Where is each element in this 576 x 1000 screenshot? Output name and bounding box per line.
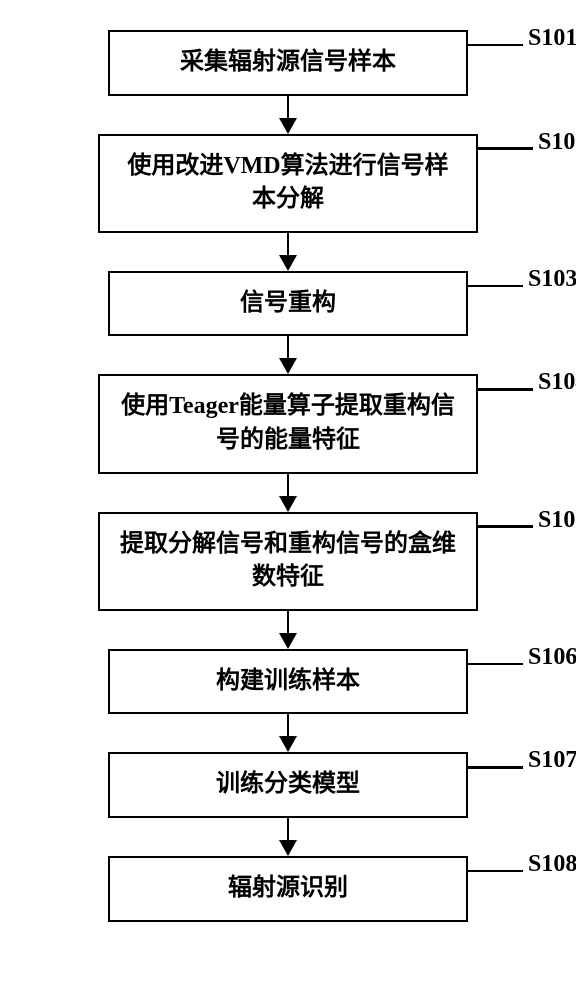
arrow-icon xyxy=(279,96,297,134)
arrow-icon xyxy=(279,611,297,649)
label-connector: S102 xyxy=(478,134,576,156)
step-row-s103: 信号重构 S103 xyxy=(108,271,468,337)
arrow-line xyxy=(287,474,290,496)
step-label: S105 xyxy=(538,507,576,534)
step-box-s106: 构建训练样本 xyxy=(108,649,468,715)
step-box-s105: 提取分解信号和重构信号的盒维数特征 xyxy=(98,512,478,611)
connector-line xyxy=(478,147,533,150)
step-row-s105: 提取分解信号和重构信号的盒维数特征 S105 xyxy=(98,512,478,611)
arrow-head xyxy=(279,840,297,856)
step-box-s104: 使用Teager能量算子提取重构信号的能量特征 xyxy=(98,374,478,473)
step-label: S104 xyxy=(538,369,576,396)
connector-line xyxy=(468,870,523,873)
arrow-line xyxy=(287,714,290,736)
arrow-line xyxy=(287,611,290,633)
label-connector: S108 xyxy=(468,856,576,878)
step-row-s104: 使用Teager能量算子提取重构信号的能量特征 S104 xyxy=(98,374,478,473)
arrow-icon xyxy=(279,233,297,271)
arrow-head xyxy=(279,118,297,134)
label-connector: S107 xyxy=(468,752,576,774)
connector-line xyxy=(468,663,523,666)
step-box-s102: 使用改进VMD算法进行信号样本分解 xyxy=(98,134,478,233)
label-connector: S101 xyxy=(468,30,576,52)
step-row-s108: 辐射源识别 S108 xyxy=(108,856,468,922)
step-box-s107: 训练分类模型 xyxy=(108,752,468,818)
step-text: 提取分解信号和重构信号的盒维数特征 xyxy=(120,528,456,595)
arrow-head xyxy=(279,255,297,271)
label-connector: S104 xyxy=(478,374,576,396)
connector-line xyxy=(478,388,533,391)
step-label: S108 xyxy=(528,851,576,878)
step-text: 训练分类模型 xyxy=(216,768,360,802)
arrow-icon xyxy=(279,714,297,752)
step-text: 信号重构 xyxy=(240,287,336,321)
arrow-line xyxy=(287,96,290,118)
step-box-s108: 辐射源识别 xyxy=(108,856,468,922)
arrow-head xyxy=(279,633,297,649)
arrow-line xyxy=(287,336,290,358)
step-text: 使用Teager能量算子提取重构信号的能量特征 xyxy=(120,390,456,457)
label-connector: S106 xyxy=(468,649,576,671)
step-label: S107 xyxy=(528,747,576,774)
flowchart-container: 采集辐射源信号样本 S101 使用改进VMD算法进行信号样本分解 S102 信号… xyxy=(98,30,478,922)
arrow-head xyxy=(279,358,297,374)
connector-line xyxy=(478,525,533,528)
step-row-s106: 构建训练样本 S106 xyxy=(108,649,468,715)
label-connector: S103 xyxy=(468,271,576,293)
step-text: 构建训练样本 xyxy=(216,665,360,699)
step-text: 辐射源识别 xyxy=(228,872,348,906)
connector-line xyxy=(468,766,523,769)
step-label: S106 xyxy=(528,644,576,671)
arrow-line xyxy=(287,818,290,840)
arrow-line xyxy=(287,233,290,255)
label-connector: S105 xyxy=(478,512,576,534)
step-row-s101: 采集辐射源信号样本 S101 xyxy=(108,30,468,96)
step-box-s101: 采集辐射源信号样本 xyxy=(108,30,468,96)
connector-line xyxy=(468,44,523,47)
arrow-head xyxy=(279,736,297,752)
step-text: 使用改进VMD算法进行信号样本分解 xyxy=(120,150,456,217)
arrow-icon xyxy=(279,818,297,856)
connector-line xyxy=(468,285,523,288)
step-label: S102 xyxy=(538,129,576,156)
step-row-s102: 使用改进VMD算法进行信号样本分解 S102 xyxy=(98,134,478,233)
step-label: S101 xyxy=(528,25,576,52)
step-row-s107: 训练分类模型 S107 xyxy=(108,752,468,818)
arrow-head xyxy=(279,496,297,512)
step-text: 采集辐射源信号样本 xyxy=(180,46,396,80)
arrow-icon xyxy=(279,474,297,512)
arrow-icon xyxy=(279,336,297,374)
step-label: S103 xyxy=(528,266,576,293)
step-box-s103: 信号重构 xyxy=(108,271,468,337)
